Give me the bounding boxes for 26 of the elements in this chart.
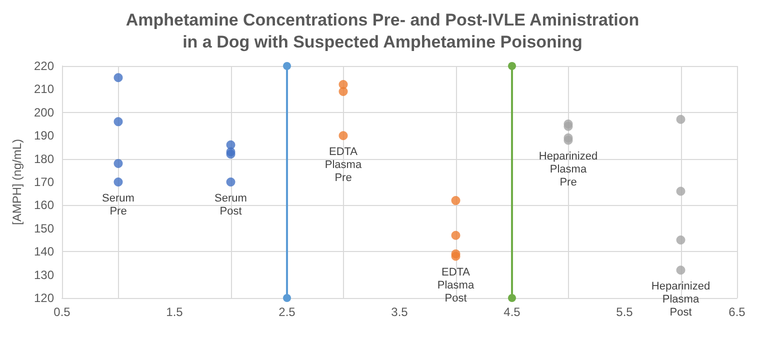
- annotation: EDTA Plasma Post: [437, 266, 475, 305]
- y-tick-label: 220: [34, 59, 54, 73]
- annotation: Heparinized Plasma Pre: [538, 150, 598, 189]
- y-tick-label: 190: [34, 128, 54, 143]
- x-tick-label: 3.5: [391, 305, 408, 319]
- x-tick-label: 4.5: [504, 305, 521, 319]
- y-tick-label: 130: [34, 268, 54, 282]
- x-tick-label: 6.5: [728, 305, 746, 319]
- x-tick-label: 5.5: [616, 305, 634, 319]
- y-tick-label: 170: [34, 175, 54, 189]
- x-tick-label: 0.5: [54, 305, 71, 319]
- y-axis-title: [AMPH] (ng/mL): [10, 138, 24, 226]
- y-tick-label: 120: [34, 291, 54, 305]
- y-tick-label: 210: [34, 82, 54, 96]
- x-tick-label: 2.5: [278, 305, 296, 319]
- y-tick-label: 150: [34, 221, 54, 236]
- annotation: Heparinized Plasma Post: [651, 280, 710, 319]
- chart-title: Amphetamine Concentrations Pre- and Post-IVLE Aministration in a Dog with Suspected Amphetamine Poisoning: [126, 10, 640, 52]
- annotation: Serum Pre: [102, 192, 134, 218]
- y-tick-label: 200: [34, 105, 54, 120]
- annotation: EDTA Plasma Pre: [324, 146, 362, 184]
- annotation: Serum Post: [214, 192, 247, 218]
- y-tick-label: 140: [34, 244, 54, 259]
- y-tick-label: 160: [34, 198, 54, 212]
- y-tick-label: 180: [34, 152, 54, 166]
- x-tick-label: 1.5: [166, 305, 184, 319]
